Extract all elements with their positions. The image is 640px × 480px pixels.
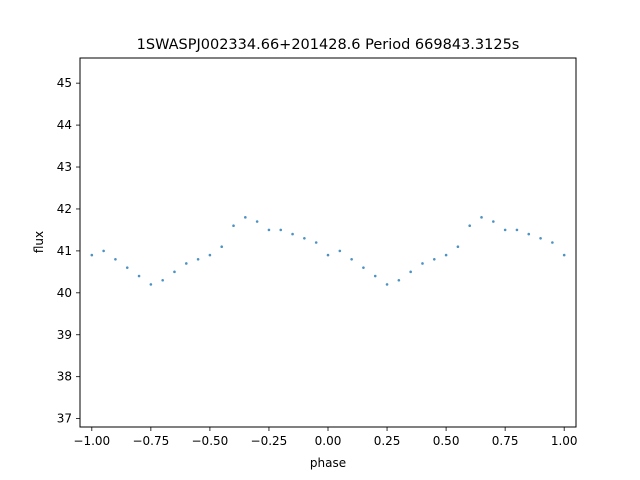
data-point [303, 237, 306, 240]
data-point [551, 241, 554, 244]
x-axis-ticks: −1.00 −0.75 −0.50 −0.25 0.00 0.25 0.50 0.75 1.00 [73, 427, 578, 448]
data-point [196, 257, 200, 261]
chart-title: 1SWASPJ002334.66+201428.6 Period 669843.… [137, 37, 520, 53]
data-point [90, 253, 94, 257]
data-point [397, 278, 401, 282]
data-point [114, 257, 117, 261]
x-tick-label: 0.00 [315, 434, 342, 448]
data-point [515, 228, 519, 232]
plot-area [80, 58, 576, 427]
y-axis-ticks: 37 38 39 40 41 42 43 44 45 [57, 76, 80, 426]
y-tick-label: 41 [57, 244, 72, 258]
x-tick-label: −0.50 [192, 434, 229, 448]
data-point [291, 232, 294, 236]
x-tick-label: 0.25 [374, 434, 401, 448]
x-tick-label: −0.25 [251, 434, 288, 448]
data-point [373, 274, 377, 278]
y-tick-label: 38 [57, 370, 72, 384]
data-points [90, 216, 566, 286]
data-point [102, 249, 105, 253]
data-point [468, 224, 472, 228]
y-axis-label: flux [32, 231, 46, 253]
data-point [444, 253, 448, 257]
data-point [255, 220, 259, 223]
x-tick-label: −0.75 [132, 434, 169, 448]
y-tick-label: 40 [57, 286, 72, 300]
data-point [184, 262, 188, 265]
y-tick-label: 42 [57, 202, 72, 216]
data-point [432, 257, 436, 261]
data-point [208, 253, 212, 257]
data-point [338, 249, 342, 253]
data-point [385, 283, 389, 286]
data-point [137, 274, 141, 278]
data-point [480, 216, 483, 219]
x-tick-label: 0.75 [492, 434, 519, 448]
data-point [456, 245, 460, 248]
y-tick-label: 37 [57, 412, 72, 426]
data-point [350, 257, 353, 261]
plot-frame [79, 57, 577, 428]
data-point [173, 270, 176, 274]
data-point [220, 245, 224, 248]
x-tick-label: 1.00 [551, 434, 578, 448]
y-tick-label: 43 [57, 160, 72, 174]
data-point [527, 232, 531, 236]
x-axis-label: phase [310, 456, 346, 470]
x-tick-label: 0.50 [433, 434, 460, 448]
data-point [409, 270, 412, 274]
data-point [326, 253, 330, 257]
data-point [149, 283, 153, 286]
data-point [125, 266, 129, 269]
y-tick-label: 39 [57, 328, 72, 342]
data-point [314, 241, 318, 244]
data-point [492, 220, 495, 223]
x-tick-label: −1.00 [73, 434, 110, 448]
y-tick-label: 45 [57, 76, 72, 90]
data-point [562, 253, 566, 257]
data-point [161, 278, 164, 282]
data-point [539, 237, 542, 240]
data-point [267, 228, 271, 232]
y-tick-label: 44 [57, 118, 72, 132]
data-point [421, 262, 424, 265]
data-point [232, 224, 235, 228]
data-point [279, 228, 283, 232]
data-point [503, 228, 507, 232]
data-point [244, 216, 247, 219]
data-point [362, 266, 365, 269]
